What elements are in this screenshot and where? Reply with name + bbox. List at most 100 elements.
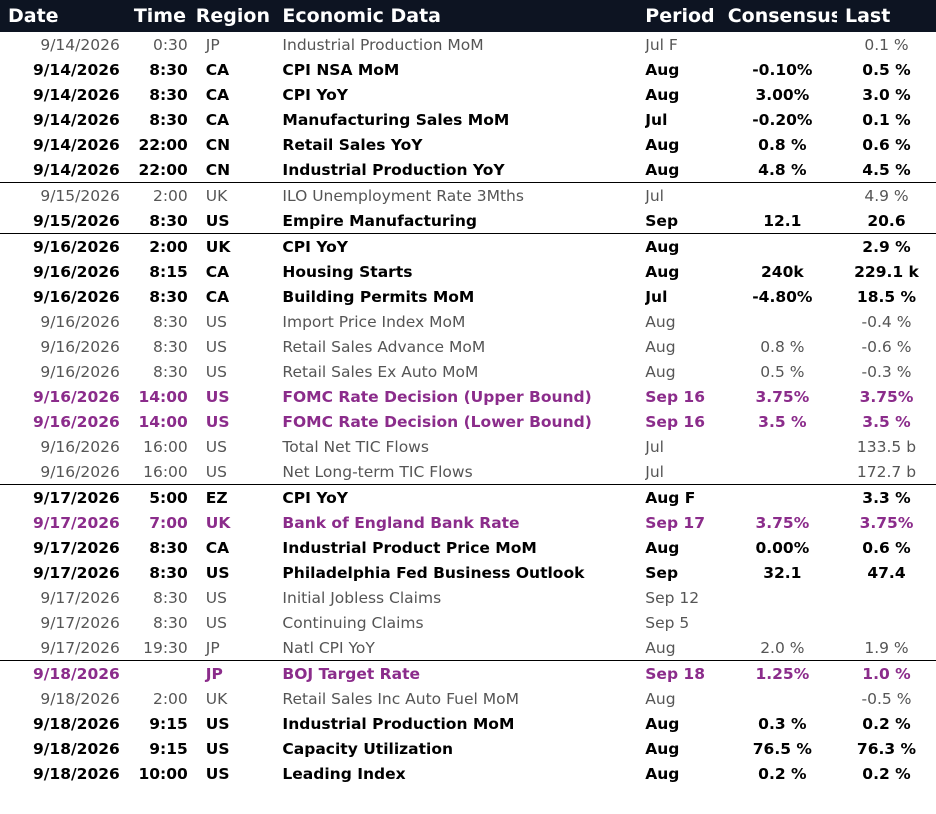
- header-row: Date Time Region Economic Data Period Co…: [0, 0, 936, 32]
- table-row[interactable]: 9/14/2026 8:30 CA CPI YoY Aug 3.00% 3.0 %: [0, 82, 936, 107]
- cell-period: Aug: [645, 60, 680, 79]
- table-row[interactable]: 9/16/2026 8:30 US Import Price Index MoM Aug…: [0, 309, 936, 334]
- cell-region: CN: [205, 160, 231, 179]
- table-row[interactable]: 9/16/2026 8:30 US Retail Sales Ex Auto MoM A…: [0, 359, 936, 384]
- cell-region: US: [205, 362, 227, 381]
- table-body: 9/14/2026 0:30 JP Industrial Production MoM…: [0, 32, 936, 786]
- cell-time: 8:30: [152, 588, 188, 607]
- col-header-period[interactable]: Period: [645, 0, 728, 32]
- cell-event: Continuing Claims: [282, 613, 424, 632]
- cell-period: Aug: [645, 85, 680, 104]
- cell-last: -0.6 %: [861, 337, 912, 356]
- table-row[interactable]: 9/17/2026 7:00 UK Bank of England Bank Rate…: [0, 510, 936, 535]
- table-row[interactable]: 9/17/2026 19:30 JP Natl CPI YoY Aug 2.0 % 1.9 …: [0, 635, 936, 661]
- cell-region: JP: [205, 638, 220, 657]
- table-row[interactable]: 9/17/2026 8:30 US Initial Jobless Claims Sep…: [0, 585, 936, 610]
- cell-time: 8:30: [149, 563, 188, 582]
- table-row[interactable]: 9/16/2026 16:00 US Net Long-term TIC Flows J…: [0, 459, 936, 485]
- cell-last: 3.75%: [859, 513, 914, 532]
- cell-last: 3.0 %: [862, 85, 911, 104]
- cell-consensus: [727, 233, 837, 259]
- table-row[interactable]: 9/18/2026 9:15 US Industrial Production MoM…: [0, 711, 936, 736]
- table-row[interactable]: 9/17/2026 5:00 EZ CPI YoY Aug F 3.3 %: [0, 484, 936, 510]
- cell-period: Sep: [645, 211, 679, 230]
- col-header-last[interactable]: Last: [836, 0, 936, 32]
- cell-period: Sep 17: [645, 513, 706, 532]
- table-row[interactable]: 9/16/2026 8:30 US Retail Sales Advance MoM A…: [0, 334, 936, 359]
- col-header-region[interactable]: Region: [193, 0, 283, 32]
- cell-consensus: [728, 309, 837, 334]
- cell-last: 3.3 %: [836, 484, 936, 510]
- cell-region: CA: [205, 262, 230, 281]
- cell-time: 8:30: [149, 287, 188, 306]
- cell-period: Jul: [645, 287, 668, 306]
- cell-event: BOJ Target Rate: [282, 660, 646, 686]
- table-row[interactable]: 9/16/2026 2:00 UK CPI YoY Aug 2.9 %: [0, 233, 936, 259]
- table-row[interactable]: 9/18/2026 10:00 US Leading Index Aug 0.2 % 0.2…: [0, 761, 936, 786]
- table-row[interactable]: 9/16/2026 16:00 US Total Net TIC Flows Jul 13…: [0, 434, 936, 459]
- cell-consensus: 0.8 %: [760, 337, 805, 356]
- table-row[interactable]: 9/17/2026 8:30 CA Industrial Product Price …: [0, 535, 936, 560]
- cell-time: 5:00: [127, 484, 194, 510]
- cell-region: CN: [205, 135, 231, 154]
- table-row[interactable]: 9/16/2026 8:15 CA Housing Starts Aug 240k 229.…: [0, 259, 936, 284]
- table-row[interactable]: 9/18/2026 2:00 UK Retail Sales Inc Auto Fue…: [0, 686, 936, 711]
- cell-period: Sep 16: [645, 412, 706, 431]
- cell-time: 2:00: [127, 182, 194, 208]
- table-row[interactable]: 9/15/2026 2:00 UK ILO Unemployment Rate 3Mt…: [0, 182, 936, 208]
- table-row[interactable]: 9/18/2026 JP BOJ Target Rate Sep 18 1.25% 1.0…: [0, 660, 936, 686]
- table-row[interactable]: 9/16/2026 8:30 CA Building Permits MoM Jul -4…: [0, 284, 936, 309]
- table-row[interactable]: 9/16/2026 14:00 US FOMC Rate Decision (Uppe…: [0, 384, 936, 409]
- cell-time: 2:00: [127, 233, 194, 259]
- cell-date: 9/16/2026: [40, 362, 120, 381]
- cell-consensus: 240k: [761, 262, 804, 281]
- cell-time: 22:00: [138, 135, 188, 154]
- cell-date: 9/17/2026: [32, 513, 120, 532]
- cell-last: -0.4 %: [861, 312, 912, 331]
- col-header-date[interactable]: Date: [0, 0, 128, 32]
- cell-event: Industrial Production MoM: [282, 714, 515, 733]
- cell-event: Total Net TIC Flows: [282, 437, 429, 456]
- cell-period: Sep 12: [645, 588, 700, 607]
- cell-consensus: 32.1: [763, 563, 802, 582]
- table-row[interactable]: 9/14/2026 22:00 CN Industrial Production Yo…: [0, 157, 936, 183]
- cell-event: Industrial Production MoM: [282, 35, 484, 54]
- table-row[interactable]: 9/17/2026 8:30 US Continuing Claims Sep 5: [0, 610, 936, 635]
- table-row[interactable]: 9/14/2026 22:00 CN Retail Sales YoY Aug 0.8 %…: [0, 132, 936, 157]
- col-header-time[interactable]: Time: [127, 0, 194, 32]
- cell-region: US: [205, 714, 230, 733]
- cell-last: 0.1 %: [862, 110, 911, 129]
- cell-time: 14:00: [138, 387, 188, 406]
- cell-last: 0.6 %: [862, 538, 911, 557]
- cell-consensus: [728, 459, 837, 485]
- cell-consensus: 4.8 %: [758, 160, 807, 179]
- cell-period: Aug: [645, 312, 676, 331]
- cell-date: 9/16/2026: [40, 337, 120, 356]
- cell-time: [127, 660, 194, 686]
- table-row[interactable]: 9/15/2026 8:30 US Empire Manufacturing Sep 12…: [0, 208, 936, 234]
- table-row[interactable]: 9/14/2026 8:30 CA Manufacturing Sales MoM Ju…: [0, 107, 936, 132]
- cell-event: Bank of England Bank Rate: [282, 513, 520, 532]
- cell-event: Building Permits MoM: [282, 287, 475, 306]
- cell-date: 9/16/2026: [40, 462, 120, 481]
- cell-date: 9/16/2026: [32, 412, 120, 431]
- table-row[interactable]: 9/14/2026 8:30 CA CPI NSA MoM Aug -0.10% 0.5 %: [0, 57, 936, 82]
- col-header-consensus[interactable]: Consensus: [727, 0, 837, 32]
- cell-period: Aug: [645, 135, 680, 154]
- cell-last: 3.5 %: [862, 412, 911, 431]
- cell-date: 9/17/2026: [40, 638, 120, 657]
- cell-region: UK: [205, 689, 228, 708]
- cell-period: Jul: [645, 437, 664, 456]
- table-row[interactable]: 9/16/2026 14:00 US FOMC Rate Decision (Lowe…: [0, 409, 936, 434]
- col-header-economic-data[interactable]: Economic Data: [282, 0, 646, 32]
- table-row[interactable]: 9/17/2026 8:30 US Philadelphia Fed Business…: [0, 560, 936, 585]
- cell-date: 9/18/2026: [0, 660, 128, 686]
- table-row[interactable]: 9/18/2026 9:15 US Capacity Utilization Aug 76…: [0, 736, 936, 761]
- cell-time: 9:15: [149, 714, 188, 733]
- cell-date: 9/14/2026: [32, 135, 120, 154]
- cell-event: Empire Manufacturing: [282, 211, 477, 230]
- cell-date: 9/14/2026: [32, 60, 120, 79]
- cell-period: Aug: [645, 538, 680, 557]
- table-row[interactable]: 9/14/2026 0:30 JP Industrial Production MoM…: [0, 32, 936, 57]
- cell-region: US: [205, 211, 230, 230]
